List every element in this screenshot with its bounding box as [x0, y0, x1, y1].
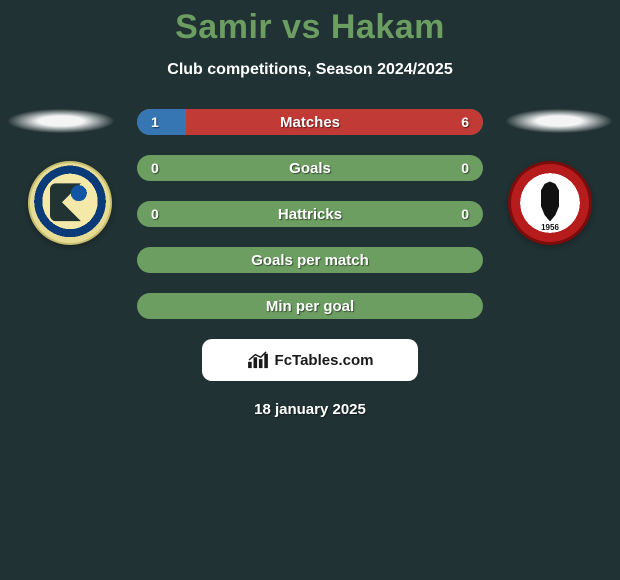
player-shadow-left	[8, 109, 114, 133]
stat-value-right: 6	[461, 114, 469, 130]
subtitle: Club competitions, Season 2024/2025	[0, 61, 620, 79]
page-title: Samir vs Hakam	[0, 0, 620, 47]
stat-label: Hattricks	[137, 206, 483, 223]
stat-label: Matches	[137, 114, 483, 131]
stat-row: Goals per match	[137, 247, 483, 273]
watermark: FcTables.com	[202, 339, 418, 381]
stat-label: Goals per match	[137, 252, 483, 269]
watermark-text: FcTables.com	[275, 352, 374, 369]
club-badge-left	[28, 161, 112, 245]
club-badge-right	[508, 161, 592, 245]
comparison-card: Samir vs Hakam Club competitions, Season…	[0, 0, 620, 580]
title-left: Samir	[175, 8, 272, 46]
stat-value-right: 0	[461, 160, 469, 176]
footer-date: 18 january 2025	[0, 401, 620, 418]
title-vs: vs	[282, 8, 321, 46]
bar-chart-icon	[247, 351, 269, 369]
stat-label: Min per goal	[137, 298, 483, 315]
stat-row: 0Hattricks0	[137, 201, 483, 227]
stat-row: 0Goals0	[137, 155, 483, 181]
stat-row: 1Matches6	[137, 109, 483, 135]
stat-row: Min per goal	[137, 293, 483, 319]
stat-label: Goals	[137, 160, 483, 177]
stats-area: 1Matches60Goals00Hattricks0Goals per mat…	[0, 109, 620, 319]
stat-value-right: 0	[461, 206, 469, 222]
player-shadow-right	[506, 109, 612, 133]
title-right: Hakam	[331, 8, 445, 46]
